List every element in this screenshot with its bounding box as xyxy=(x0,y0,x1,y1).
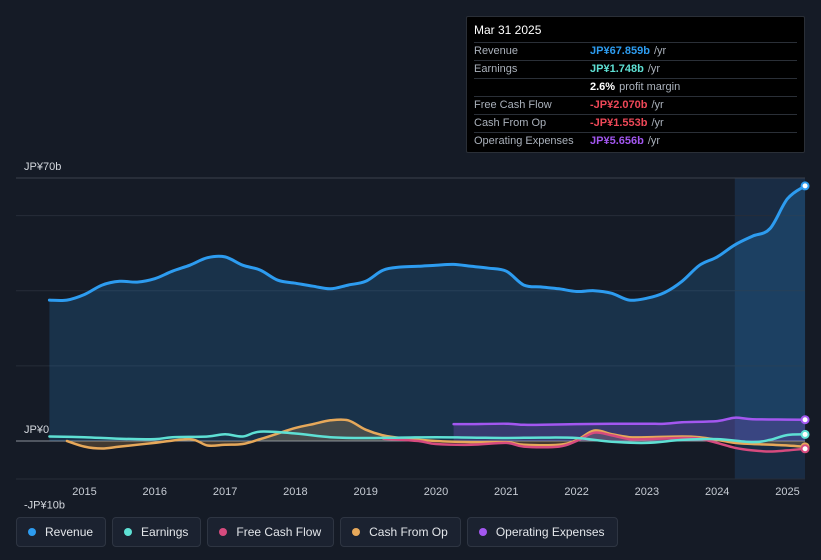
tooltip-label: Operating Expenses xyxy=(474,135,574,147)
tooltip-date: Mar 31 2025 xyxy=(474,23,542,37)
y-tick-label: JP¥70b xyxy=(24,161,61,173)
tooltip-unit: /yr xyxy=(653,45,667,57)
chart-legend: Revenue Earnings Free Cash Flow Cash From O… xyxy=(16,517,618,549)
tooltip-unit: /yr xyxy=(647,135,661,147)
revenue-line xyxy=(47,184,807,302)
tooltip-row: 2.6% profit margin xyxy=(474,78,797,96)
x-tick-label: 2015 xyxy=(72,486,96,498)
x-tick-label: 2024 xyxy=(705,486,729,498)
earnings-endpoint xyxy=(800,429,810,439)
legend-label: Operating Expenses xyxy=(495,525,605,539)
tooltip-value: JP¥5.656b xyxy=(590,135,644,147)
operating-expenses-area xyxy=(453,417,806,441)
series-lines xyxy=(47,184,807,453)
tooltip-label: Cash From Op xyxy=(474,117,547,129)
tooltip-row: Revenue JP¥67.859b/yr xyxy=(474,42,797,60)
legend-label: Free Cash Flow xyxy=(236,525,322,539)
legend-label: Earnings xyxy=(141,525,189,539)
tooltip-row: Cash From Op -JP¥1.553b/yr xyxy=(474,114,797,132)
tooltip-unit: /yr xyxy=(651,117,664,129)
x-tick-label: 2023 xyxy=(635,486,659,498)
tooltip-value: JP¥67.859b xyxy=(590,45,650,57)
x-axis-labels: 2015 2016 2017 2018 2019 2020 2021 2022 2023 2024… xyxy=(72,486,799,498)
tooltip-row: Free Cash Flow -JP¥2.070b/yr xyxy=(474,96,797,114)
series-endpoints xyxy=(800,181,810,454)
tooltip-label: Revenue xyxy=(474,45,519,57)
data-tooltip: Mar 31 2025 Revenue JP¥67.859b/yr Earnings… xyxy=(466,16,805,153)
operating-expenses-endpoint xyxy=(800,415,810,425)
legend-item-revenue[interactable]: Revenue xyxy=(16,517,107,547)
x-tick-label: 2018 xyxy=(283,486,307,498)
tooltip-value: -JP¥1.553b xyxy=(590,117,648,129)
earnings-line xyxy=(48,430,807,445)
x-tick-label: 2025 xyxy=(775,486,799,498)
x-tick-label: 2020 xyxy=(424,486,448,498)
tooltip-unit: /yr xyxy=(647,63,661,75)
series-areas xyxy=(49,185,806,449)
tooltip-rows: Revenue JP¥67.859b/yr Earnings JP¥1.748b/yr… xyxy=(474,42,797,150)
x-tick-label: 2022 xyxy=(564,486,588,498)
tooltip-row: Operating Expenses JP¥5.656b/yr xyxy=(474,132,797,150)
tooltip-value: JP¥1.748b xyxy=(590,63,644,75)
y-tick-label: JP¥0 xyxy=(24,424,49,436)
free-cash-flow-line xyxy=(382,431,807,453)
legend-dot-icon xyxy=(124,528,133,536)
legend-dot-icon xyxy=(478,528,487,536)
legend-dot-icon xyxy=(28,528,36,536)
tooltip-label: Earnings xyxy=(474,63,518,75)
legend-item-free-cash-flow[interactable]: Free Cash Flow xyxy=(207,517,335,547)
legend-dot-icon xyxy=(219,528,228,536)
free-cash-flow-endpoint xyxy=(800,444,810,454)
revenue-area xyxy=(49,185,806,441)
tooltip-value: 2.6% xyxy=(590,81,616,93)
x-tick-label: 2017 xyxy=(213,486,237,498)
legend-dot-icon xyxy=(352,528,361,536)
legend-item-operating-expenses[interactable]: Operating Expenses xyxy=(466,517,618,547)
legend-label: Cash From Op xyxy=(369,525,448,539)
tooltip-unit: profit margin xyxy=(619,81,681,93)
legend-item-earnings[interactable]: Earnings xyxy=(112,517,202,547)
x-tick-label: 2016 xyxy=(143,486,167,498)
y-tick-label: -JP¥10b xyxy=(24,500,65,510)
tooltip-unit: /yr xyxy=(651,99,664,111)
gridlines xyxy=(16,177,805,480)
tooltip-value: -JP¥2.070b xyxy=(590,99,648,111)
legend-label: Revenue xyxy=(45,525,94,539)
x-tick-label: 2021 xyxy=(494,486,518,498)
tooltip-label xyxy=(474,79,590,96)
tooltip-label: Free Cash Flow xyxy=(474,99,552,111)
operating-expenses-line xyxy=(452,416,807,427)
x-tick-label: 2019 xyxy=(353,486,377,498)
tooltip-row: Earnings JP¥1.748b/yr xyxy=(474,60,797,78)
legend-item-cash-from-op[interactable]: Cash From Op xyxy=(340,517,461,547)
revenue-endpoint xyxy=(800,181,810,191)
y-axis-labels: JP¥70b JP¥0 -JP¥10b xyxy=(24,161,65,510)
